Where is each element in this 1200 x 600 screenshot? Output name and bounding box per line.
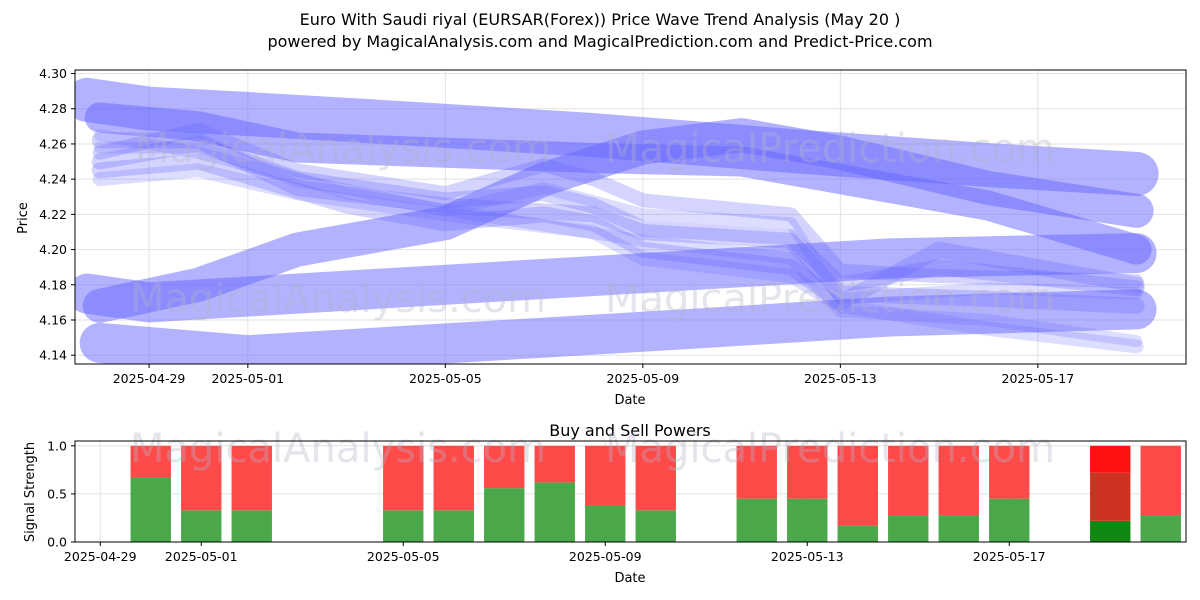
buy-bar xyxy=(989,498,1030,542)
watermark-analysis-top: MagicalAnalysis.com xyxy=(135,126,551,172)
sell-bar xyxy=(433,445,474,511)
price-wave-band xyxy=(93,129,1143,305)
sell-bar xyxy=(534,445,575,483)
power-axis-ticks: 2025-04-29 2025-05-01 2025-05-05 2025-05-09… xyxy=(47,438,1045,564)
power-x-tick-label: 2025-04-29 xyxy=(64,549,137,564)
power-x-tick-label: 2025-05-17 xyxy=(973,549,1046,564)
buy-bar xyxy=(1090,520,1131,542)
price-plot-frame xyxy=(74,69,1187,365)
sell-bar xyxy=(231,445,272,511)
buy-bar xyxy=(130,477,171,542)
sell-bar xyxy=(1090,445,1131,473)
buy-bar xyxy=(787,498,828,542)
price-wave-band xyxy=(92,122,1144,289)
price-wave-band xyxy=(92,163,1144,354)
sell-bar xyxy=(1090,472,1131,521)
chart-subtitle: powered by MagicalAnalysis.com and Magic… xyxy=(267,32,932,51)
power-x-tick-label: 2025-05-13 xyxy=(771,549,844,564)
price-x-tick-label: 2025-05-13 xyxy=(804,371,877,386)
price-y-axis-label: Price xyxy=(16,202,31,234)
price-x-tick-label: 2025-05-01 xyxy=(211,371,284,386)
sell-bar xyxy=(736,445,777,499)
power-bars xyxy=(130,445,1181,542)
power-watermarks: MagicalAnalysis.com MagicalPrediction.co… xyxy=(130,426,1055,472)
buy-bar xyxy=(736,498,777,542)
sell-bar xyxy=(787,445,828,499)
price-axis-ticks: 2025-04-29 2025-05-01 2025-05-05 2025-05-09… xyxy=(39,66,1074,386)
price-wave-band xyxy=(91,132,1145,314)
power-y-tick-label: 0.5 xyxy=(47,486,67,501)
sell-bar xyxy=(484,445,525,489)
watermark-analysis-mid: MagicalAnalysis.com xyxy=(130,276,546,322)
price-wave-band xyxy=(93,141,1143,348)
price-x-tick-label: 2025-04-29 xyxy=(113,371,186,386)
sell-bar xyxy=(1140,445,1181,516)
price-y-tick-label: 4.28 xyxy=(39,101,67,116)
power-x-tick-label: 2025-05-09 xyxy=(569,549,642,564)
watermark-prediction-top: MagicalPrediction.com xyxy=(605,126,1055,172)
watermark-prediction-mid: MagicalPrediction.com xyxy=(605,276,1055,322)
power-chart-title: Buy and Sell Powers xyxy=(549,421,711,440)
price-y-tick-label: 4.30 xyxy=(39,66,67,81)
buy-bar xyxy=(484,488,525,542)
price-y-tick-label: 4.24 xyxy=(39,172,67,187)
buy-bar xyxy=(1140,515,1181,542)
buy-bar xyxy=(433,510,474,542)
sell-bar xyxy=(130,445,171,478)
price-x-tick-label: 2025-05-17 xyxy=(1002,371,1075,386)
power-y-axis-label: Signal Strength xyxy=(23,442,38,542)
buy-bar xyxy=(635,510,676,542)
buy-bar xyxy=(383,510,424,542)
sell-bar xyxy=(888,445,929,516)
price-wave-band xyxy=(84,102,1152,265)
power-x-tick-label: 2025-05-01 xyxy=(165,549,238,564)
power-x-tick-label: 2025-05-05 xyxy=(367,549,440,564)
price-waves xyxy=(75,77,1159,364)
power-x-axis-label: Date xyxy=(614,571,645,586)
buy-bar xyxy=(938,515,979,542)
price-wave-band xyxy=(91,153,1145,311)
sell-bar xyxy=(585,445,626,506)
price-x-axis-label: Date xyxy=(614,393,645,408)
buy-bar xyxy=(534,482,575,542)
power-plot-frame xyxy=(74,440,1187,543)
sell-bar xyxy=(181,445,222,511)
watermark-analysis-bottom: MagicalAnalysis.com xyxy=(130,426,546,472)
price-wave-band xyxy=(79,289,1157,364)
power-y-tick-label: 0.0 xyxy=(47,535,67,550)
sell-bar xyxy=(837,445,878,526)
buy-bar xyxy=(888,515,929,542)
price-y-tick-label: 4.18 xyxy=(39,277,67,292)
price-y-tick-label: 4.16 xyxy=(39,312,67,327)
buy-bar xyxy=(181,510,222,542)
price-y-tick-label: 4.20 xyxy=(39,242,67,257)
price-y-tick-label: 4.22 xyxy=(39,207,67,222)
sell-bar xyxy=(635,445,676,511)
watermark-prediction-bottom: MagicalPrediction.com xyxy=(605,426,1055,472)
sell-bar xyxy=(383,445,424,511)
power-y-tick-label: 1.0 xyxy=(47,438,67,453)
price-x-tick-label: 2025-05-05 xyxy=(409,371,482,386)
price-y-tick-label: 4.26 xyxy=(39,136,67,151)
chart-title: Euro With Saudi riyal (EURSAR(Forex)) Pr… xyxy=(300,10,901,29)
price-y-tick-label: 4.14 xyxy=(39,348,67,363)
sell-bar xyxy=(989,445,1030,499)
buy-bar xyxy=(231,510,272,542)
sell-bar xyxy=(938,445,979,516)
price-watermarks: MagicalAnalysis.com MagicalPrediction.co… xyxy=(130,126,1055,322)
price-x-tick-label: 2025-05-09 xyxy=(607,371,680,386)
price-wave-band xyxy=(91,135,1145,297)
buy-bar xyxy=(585,505,626,542)
buy-bar xyxy=(837,525,878,542)
